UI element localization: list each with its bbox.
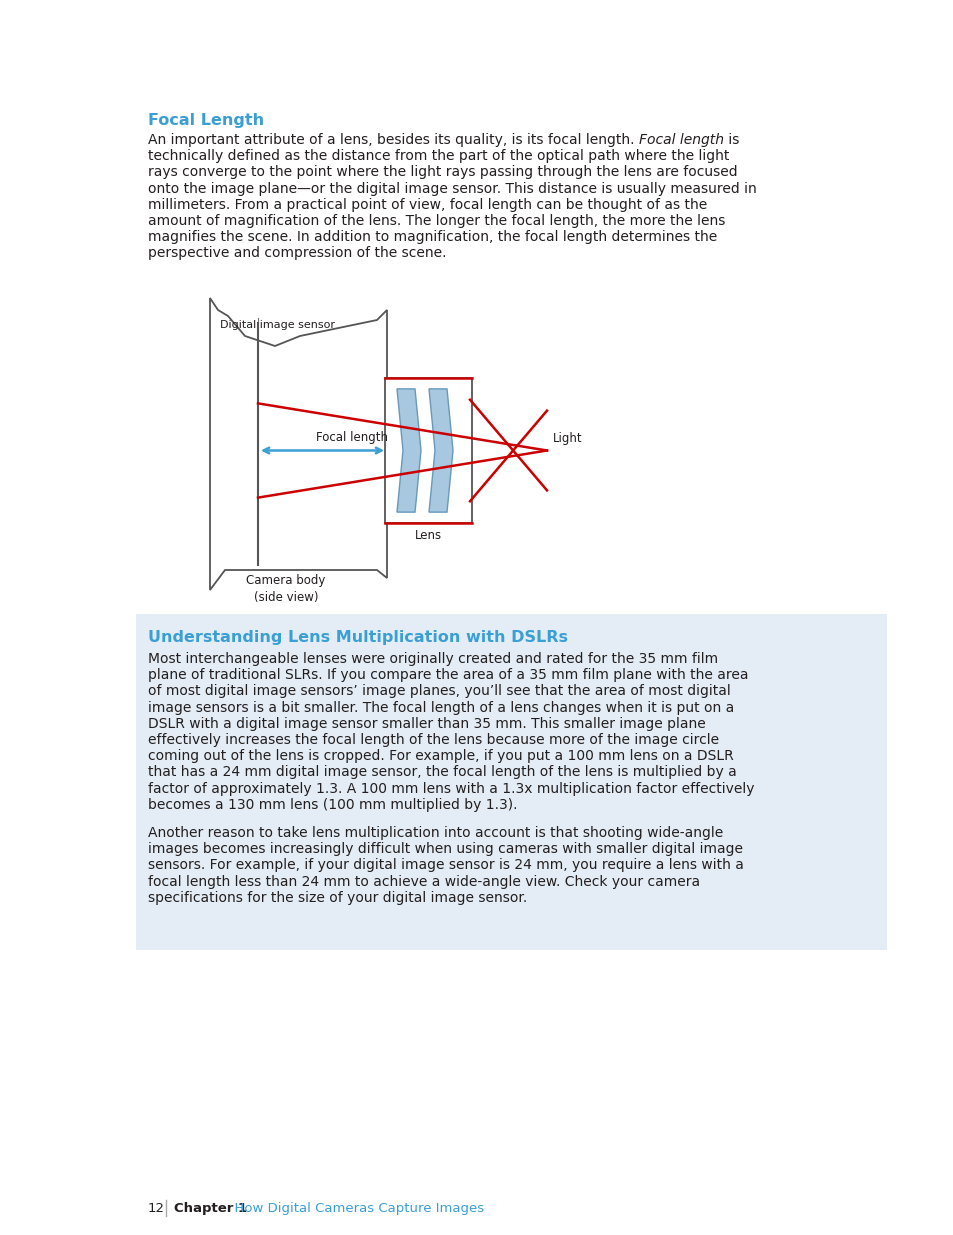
Text: Light: Light xyxy=(553,432,582,445)
Text: becomes a 130 mm lens (100 mm multiplied by 1.3).: becomes a 130 mm lens (100 mm multiplied… xyxy=(148,798,517,811)
Text: 12: 12 xyxy=(148,1202,165,1215)
Text: onto the image plane—or the digital image sensor. This distance is usually measu: onto the image plane—or the digital imag… xyxy=(148,182,756,195)
Text: effectively increases the focal length of the lens because more of the image cir: effectively increases the focal length o… xyxy=(148,734,719,747)
Text: rays converge to the point where the light rays passing through the lens are foc: rays converge to the point where the lig… xyxy=(148,165,737,179)
Text: Focal length: Focal length xyxy=(639,133,723,147)
Text: An important attribute of a lens, besides its quality, is its focal length.: An important attribute of a lens, beside… xyxy=(148,133,639,147)
Text: Lens: Lens xyxy=(415,529,441,542)
Polygon shape xyxy=(429,389,453,513)
Text: factor of approximately 1.3. A 100 mm lens with a 1.3x multiplication factor eff: factor of approximately 1.3. A 100 mm le… xyxy=(148,782,754,795)
Text: Chapter 1: Chapter 1 xyxy=(173,1202,247,1215)
Text: of most digital image sensors’ image planes, you’ll see that the area of most di: of most digital image sensors’ image pla… xyxy=(148,684,730,699)
Text: magnifies the scene. In addition to magnification, the focal length determines t: magnifies the scene. In addition to magn… xyxy=(148,230,717,245)
Text: How Digital Cameras Capture Images: How Digital Cameras Capture Images xyxy=(226,1202,483,1215)
Text: Another reason to take lens multiplication into account is that shooting wide-an: Another reason to take lens multiplicati… xyxy=(148,826,722,840)
Text: specifications for the size of your digital image sensor.: specifications for the size of your digi… xyxy=(148,890,527,905)
Text: images becomes increasingly difficult when using cameras with smaller digital im: images becomes increasingly difficult wh… xyxy=(148,842,742,856)
Text: technically defined as the distance from the part of the optical path where the : technically defined as the distance from… xyxy=(148,149,729,163)
Text: Camera body
(side view): Camera body (side view) xyxy=(246,574,325,604)
Text: DSLR with a digital image sensor smaller than 35 mm. This smaller image plane: DSLR with a digital image sensor smaller… xyxy=(148,716,705,731)
Text: amount of magnification of the lens. The longer the focal length, the more the l: amount of magnification of the lens. The… xyxy=(148,214,724,228)
Text: Most interchangeable lenses were originally created and rated for the 35 mm film: Most interchangeable lenses were origina… xyxy=(148,652,718,666)
Text: sensors. For example, if your digital image sensor is 24 mm, you require a lens : sensors. For example, if your digital im… xyxy=(148,858,743,872)
Text: millimeters. From a practical point of view, focal length can be thought of as t: millimeters. From a practical point of v… xyxy=(148,198,706,211)
Text: plane of traditional SLRs. If you compare the area of a 35 mm film plane with th: plane of traditional SLRs. If you compar… xyxy=(148,668,748,682)
Polygon shape xyxy=(396,389,420,513)
Text: is: is xyxy=(723,133,739,147)
FancyBboxPatch shape xyxy=(136,614,886,950)
Text: perspective and compression of the scene.: perspective and compression of the scene… xyxy=(148,247,446,261)
Text: Digital image sensor: Digital image sensor xyxy=(220,320,335,330)
Bar xyxy=(385,378,472,522)
Text: image sensors is a bit smaller. The focal length of a lens changes when it is pu: image sensors is a bit smaller. The foca… xyxy=(148,700,734,715)
Text: that has a 24 mm digital image sensor, the focal length of the lens is multiplie: that has a 24 mm digital image sensor, t… xyxy=(148,766,736,779)
Polygon shape xyxy=(210,298,387,590)
Text: focal length less than 24 mm to achieve a wide-angle view. Check your camera: focal length less than 24 mm to achieve … xyxy=(148,874,700,889)
Text: Understanding Lens Multiplication with DSLRs: Understanding Lens Multiplication with D… xyxy=(148,630,567,645)
Text: coming out of the lens is cropped. For example, if you put a 100 mm lens on a DS: coming out of the lens is cropped. For e… xyxy=(148,750,733,763)
Text: Focal Length: Focal Length xyxy=(148,112,264,128)
Text: Focal length: Focal length xyxy=(316,431,388,443)
